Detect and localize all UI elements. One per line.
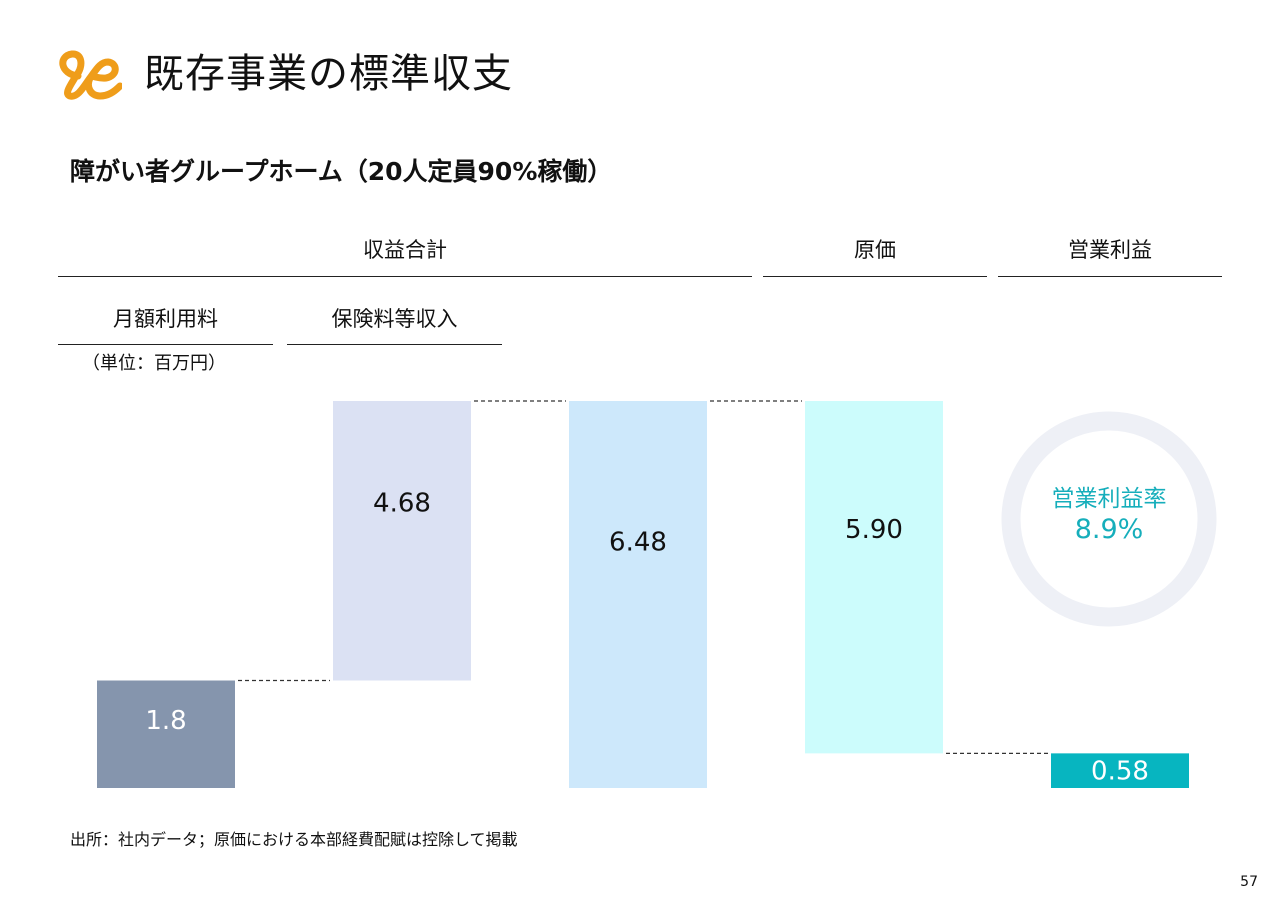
bar-revenue-total <box>569 401 707 788</box>
bar-insurance-income <box>333 401 471 681</box>
bar-label-monthly-fee: 1.8 <box>145 706 186 736</box>
company-logo-icon <box>59 50 122 100</box>
header-operating-profit: 営業利益 <box>1068 238 1152 262</box>
source-note: 出所：社内データ；原価における本部経費配賦は控除して掲載 <box>70 830 518 849</box>
header-rule-revenue-total <box>58 276 752 277</box>
header-rule-operating-profit <box>998 276 1222 277</box>
header-revenue-total: 収益合計 <box>363 238 447 262</box>
bar-cost <box>805 401 943 754</box>
bar-label-insurance-income: 4.68 <box>373 489 431 519</box>
bar-operating-profit <box>1051 753 1189 788</box>
chart-subtitle: 障がい者グループホーム（20人定員90%稼働） <box>70 157 613 186</box>
kpi-value: 8.9% <box>1075 514 1144 545</box>
kpi-ring <box>1001 411 1217 627</box>
page-number: 57 <box>1240 874 1258 890</box>
bar-monthly-fee <box>97 680 235 788</box>
bar-label-operating-profit: 0.58 <box>1091 757 1149 787</box>
kpi-label: 営業利益率 <box>1052 486 1167 512</box>
header-insurance-income: 保険料等収入 <box>331 307 458 331</box>
header-monthly-fee: 月額利用料 <box>113 307 218 331</box>
bar-label-cost: 5.90 <box>845 515 903 545</box>
header-rule-insurance-income <box>287 344 502 345</box>
bar-label-revenue-total: 6.48 <box>609 527 667 557</box>
unit-note: （単位：百万円） <box>82 353 226 374</box>
page-title: 既存事業の標準収支 <box>144 51 513 97</box>
header-rule-monthly-fee <box>58 344 273 345</box>
header-cost: 原価 <box>854 238 896 262</box>
header-rule-cost <box>763 276 987 277</box>
